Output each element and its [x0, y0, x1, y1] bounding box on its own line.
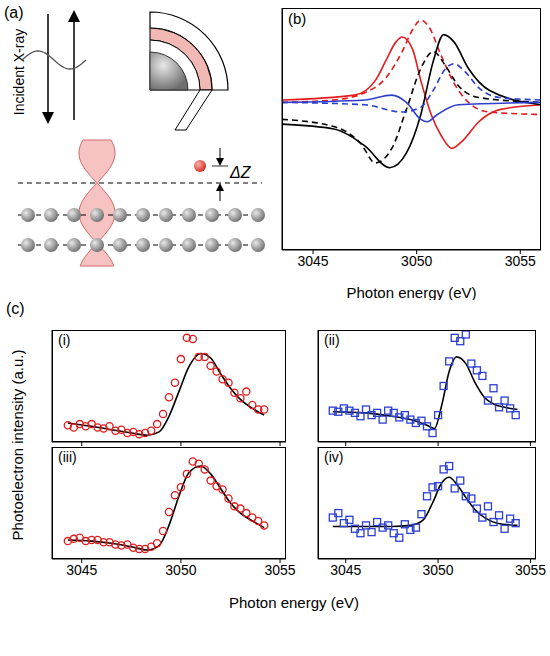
html-text:Photon energy (eV): Photon energy (eV) [229, 594, 359, 611]
svg-text:Incident X-ray: Incident X-ray [11, 29, 27, 115]
svg-text:3045: 3045 [298, 253, 329, 269]
svg-text:3050: 3050 [401, 253, 432, 269]
svg-text:3055: 3055 [264, 562, 295, 578]
svg-text:3055: 3055 [505, 253, 536, 269]
html-text:(c): (c) [6, 300, 25, 317]
svg-text:3050: 3050 [165, 562, 196, 578]
html-text:Photoelectron intensity (a.u.): Photoelectron intensity (a.u.) [9, 349, 26, 541]
html-text:(i): (i) [58, 332, 71, 348]
svg-text:3045: 3045 [330, 562, 361, 578]
html-text:(ii): (ii) [324, 332, 340, 348]
svg-text:(a): (a) [4, 4, 24, 21]
html-text:(b): (b) [288, 10, 307, 27]
html-text:(iv): (iv) [324, 449, 344, 465]
svg-text:3050: 3050 [423, 562, 454, 578]
svg-text:ΔZ: ΔZ [229, 164, 252, 181]
html-text:(iii): (iii) [58, 449, 77, 465]
svg-text:Photon energy (eV): Photon energy (eV) [346, 284, 476, 300]
svg-text:3045: 3045 [66, 562, 97, 578]
svg-text:3055: 3055 [515, 562, 546, 578]
